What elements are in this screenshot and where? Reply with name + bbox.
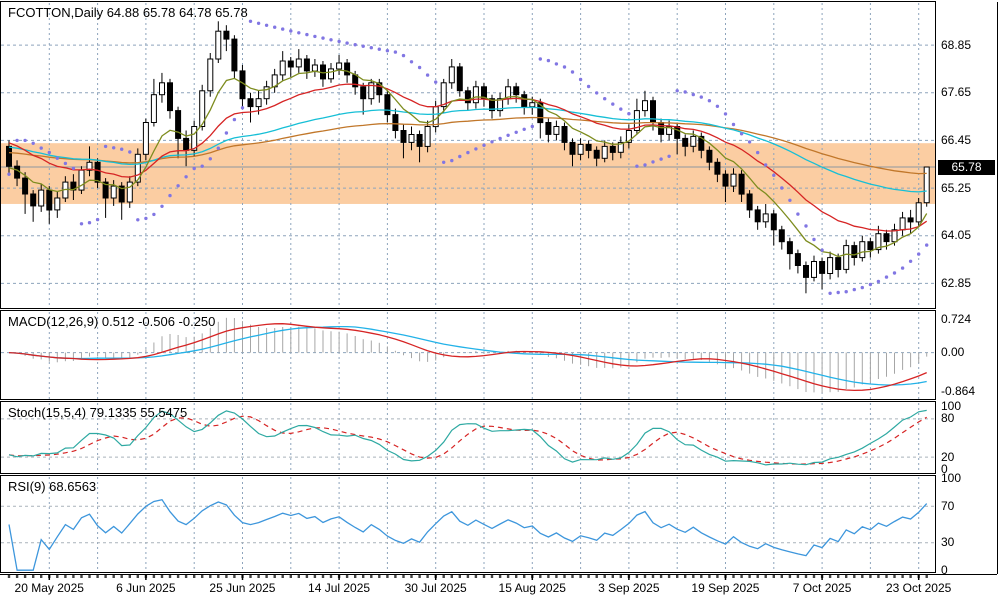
macd-indicator-label: MACD(12,26,9) 0.512 -0.506 -0.250 bbox=[8, 314, 216, 329]
price-tick-label: 67.65 bbox=[941, 85, 972, 100]
grid-lines bbox=[1, 3, 935, 572]
date-label: 3 Sep 2025 bbox=[598, 581, 660, 595]
price-tick-label: 62.85 bbox=[941, 275, 972, 290]
rsi-line bbox=[8, 498, 928, 571]
price-tick-label: 65.25 bbox=[941, 180, 972, 195]
stoch-axis-label: 20 bbox=[941, 449, 955, 464]
rsi-axis-label: 70 bbox=[941, 498, 955, 513]
price-tick-label: 68.85 bbox=[941, 37, 972, 52]
candles-layer bbox=[6, 21, 930, 294]
moving-averages-layer bbox=[8, 69, 928, 258]
stoch-indicator-label: Stoch(15,5,4) 79.1335 55.5475 bbox=[8, 405, 188, 420]
date-label: 20 May 2025 bbox=[14, 581, 84, 595]
date-label: 15 Aug 2025 bbox=[498, 581, 566, 595]
current-price-tag: 65.78 bbox=[938, 159, 995, 175]
stochastic-layer bbox=[8, 409, 927, 466]
macd-signal-line bbox=[8, 325, 927, 386]
price-tick-label: 64.05 bbox=[941, 228, 972, 243]
stoch-axis-label: 100 bbox=[941, 398, 962, 413]
stoch-axis-label: 80 bbox=[941, 411, 955, 426]
date-label: 14 Jul 2025 bbox=[308, 581, 371, 595]
price-tick-label: 66.45 bbox=[941, 132, 972, 147]
stoch-d-line bbox=[8, 415, 927, 465]
date-label: 7 Oct 2025 bbox=[792, 581, 852, 595]
rsi-indicator-label: RSI(9) 68.6563 bbox=[8, 479, 97, 494]
rsi-axis-label: 100 bbox=[941, 471, 962, 486]
macd-layer bbox=[8, 317, 928, 394]
panel-borders bbox=[0, 1, 998, 574]
ma-fast bbox=[8, 69, 928, 258]
macd-axis-label: 0.724 bbox=[941, 312, 972, 327]
stoch-axis-label: 0 bbox=[941, 462, 948, 477]
time-axis-ticks bbox=[0, 574, 997, 580]
date-label: 30 Jul 2025 bbox=[404, 581, 467, 595]
date-label: 23 Oct 2025 bbox=[885, 581, 952, 595]
rsi-axis-label: 30 bbox=[941, 535, 955, 550]
macd-axis-label: 0.00 bbox=[941, 345, 965, 360]
ma-slowest bbox=[8, 116, 927, 175]
ma-slow bbox=[8, 106, 927, 193]
rsi-axis-label: 0 bbox=[941, 562, 948, 577]
date-label: 6 Jun 2025 bbox=[116, 581, 176, 595]
stoch-k-line bbox=[8, 409, 927, 466]
date-label: 25 Jun 2025 bbox=[209, 581, 276, 595]
date-label: 19 Sep 2025 bbox=[691, 581, 760, 595]
macd-main-line bbox=[8, 323, 927, 392]
macd-axis-label: -0.864 bbox=[941, 384, 976, 399]
chart-title: FCOTTON,Daily 64.88 65.78 64.78 65.78 bbox=[8, 5, 248, 20]
parabolic-sar-dots bbox=[7, 19, 929, 295]
rsi-layer bbox=[8, 498, 928, 571]
